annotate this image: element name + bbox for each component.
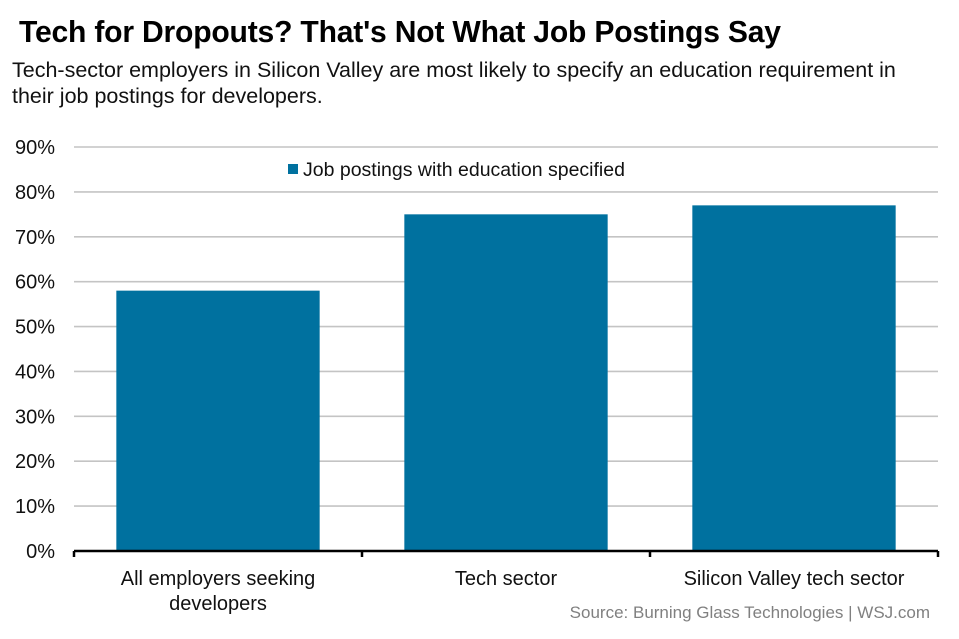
bars <box>116 205 896 552</box>
y-tick-label: 80% <box>15 182 55 204</box>
y-tick-label: 90% <box>15 137 55 159</box>
x-tick-label: All employers seeking <box>121 568 316 590</box>
bar <box>404 214 608 552</box>
x-tick-label: developers <box>169 593 267 615</box>
chart-title: Tech for Dropouts? That's Not What Job P… <box>19 14 781 49</box>
legend-label: Job postings with education specified <box>303 159 625 181</box>
x-axis <box>72 549 940 557</box>
bar <box>116 290 320 551</box>
legend: Job postings with education specified <box>288 159 625 181</box>
y-tick-label: 50% <box>15 317 55 339</box>
y-tick-label: 0% <box>26 541 55 563</box>
y-axis-tick-labels: 0% 10% 20% 30% 40% 50% 60% 70% 80% 90% <box>15 137 55 563</box>
y-tick-label: 30% <box>15 406 55 428</box>
chart-subtitle: Tech-sector employers in Silicon Valley … <box>12 58 896 108</box>
x-tick-label: Silicon Valley tech sector <box>684 568 905 590</box>
x-tick-label: Tech sector <box>455 568 558 590</box>
y-tick-label: 70% <box>15 227 55 249</box>
y-tick-label: 60% <box>15 272 55 294</box>
y-tick-label: 10% <box>15 496 55 518</box>
y-tick-label: 40% <box>15 361 55 383</box>
x-axis-tick-labels: All employers seeking developers Tech sect… <box>121 568 905 615</box>
source-note: Source: Burning Glass Technologies | WSJ… <box>569 603 930 622</box>
bar <box>692 205 896 551</box>
legend-swatch <box>288 164 298 174</box>
y-tick-label: 20% <box>15 451 55 473</box>
